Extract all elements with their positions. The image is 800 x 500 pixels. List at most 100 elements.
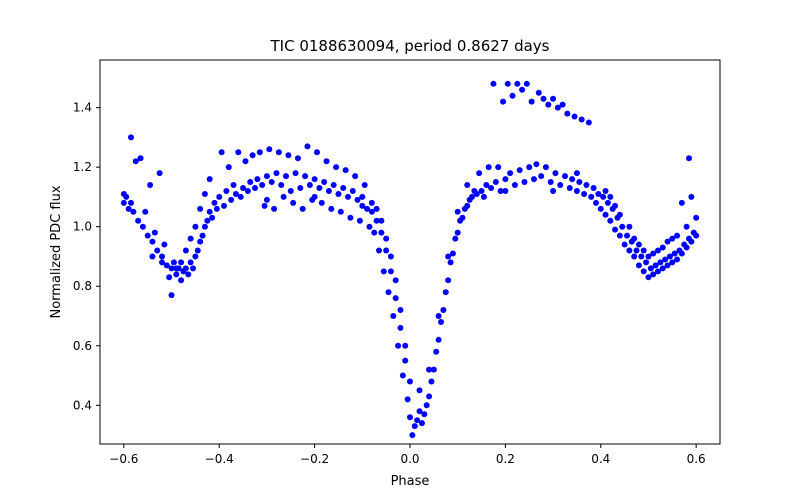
data-point <box>159 253 165 260</box>
data-point <box>590 185 597 191</box>
data-point <box>469 193 475 200</box>
data-point <box>402 342 409 349</box>
data-point <box>373 217 380 224</box>
data-point <box>266 146 273 153</box>
data-point <box>655 268 661 275</box>
data-point <box>168 292 175 299</box>
data-point <box>635 241 642 248</box>
data-point <box>204 217 211 224</box>
data-point <box>604 199 611 206</box>
data-point <box>550 95 557 102</box>
data-point <box>640 268 647 275</box>
data-point <box>447 259 454 266</box>
x-tick-label: 0.6 <box>687 452 706 466</box>
data-point <box>368 208 375 215</box>
data-point <box>686 155 692 162</box>
data-point <box>149 238 156 245</box>
data-point <box>564 110 571 117</box>
data-point <box>271 205 278 212</box>
data-point <box>552 170 559 177</box>
data-point <box>562 173 568 180</box>
data-point <box>602 211 609 218</box>
data-point <box>294 155 301 162</box>
data-point <box>550 187 557 194</box>
data-point <box>299 205 306 212</box>
data-point <box>402 357 409 364</box>
data-point <box>607 193 614 200</box>
data-point <box>638 253 645 260</box>
data-point <box>235 149 242 156</box>
data-point <box>683 223 690 230</box>
data-point <box>371 229 378 236</box>
data-point <box>483 182 490 189</box>
data-point <box>378 217 385 224</box>
y-tick-label: 0.4 <box>73 398 92 412</box>
data-point <box>356 217 363 224</box>
data-point <box>643 259 650 266</box>
data-point <box>645 274 652 281</box>
data-point <box>619 223 626 230</box>
data-point <box>247 179 254 186</box>
data-point <box>268 179 275 186</box>
data-point <box>621 241 628 248</box>
data-point <box>287 187 294 194</box>
data-point <box>633 247 640 254</box>
data-point <box>464 182 471 189</box>
data-point <box>478 187 485 194</box>
data-point <box>151 229 158 236</box>
data-point <box>192 223 199 230</box>
data-point <box>407 378 413 385</box>
data-point <box>500 98 506 105</box>
y-tick-label: 0.8 <box>73 279 92 293</box>
data-point <box>242 158 249 165</box>
data-point <box>154 247 161 254</box>
data-point <box>688 238 695 245</box>
data-point <box>194 247 201 254</box>
data-point <box>228 196 235 203</box>
data-point <box>585 119 592 126</box>
data-point <box>693 232 700 239</box>
x-tick-label: −0.2 <box>300 452 329 466</box>
data-point <box>571 113 578 120</box>
data-point <box>554 104 561 111</box>
data-point <box>285 152 292 159</box>
data-point <box>557 182 564 189</box>
data-point <box>674 256 681 263</box>
data-point <box>593 199 599 206</box>
data-point <box>631 253 638 260</box>
data-point <box>318 199 325 206</box>
data-point <box>452 235 459 242</box>
data-point <box>132 158 139 165</box>
data-point <box>364 205 371 212</box>
data-point <box>435 313 442 319</box>
data-point <box>354 196 361 203</box>
data-point <box>538 173 545 180</box>
data-point <box>399 372 406 379</box>
data-point <box>244 187 251 194</box>
data-point <box>511 182 518 189</box>
data-point <box>345 193 351 200</box>
data-point <box>645 253 652 260</box>
data-point <box>366 223 373 230</box>
data-point <box>187 259 194 266</box>
data-point <box>159 259 165 266</box>
data-point <box>438 318 444 325</box>
data-point <box>123 193 130 200</box>
data-point <box>449 250 456 257</box>
data-point <box>573 170 580 177</box>
data-point <box>678 199 685 206</box>
data-point <box>423 402 430 409</box>
data-point <box>342 167 349 174</box>
data-point <box>263 173 270 180</box>
data-point <box>201 190 208 197</box>
data-point <box>311 176 318 183</box>
data-point <box>693 214 700 221</box>
data-point <box>290 199 297 206</box>
data-point <box>516 167 523 174</box>
data-point <box>545 101 552 108</box>
data-point <box>325 187 332 194</box>
data-point <box>125 205 132 212</box>
data-point <box>182 265 189 272</box>
data-point <box>664 238 671 245</box>
data-point <box>442 289 449 296</box>
